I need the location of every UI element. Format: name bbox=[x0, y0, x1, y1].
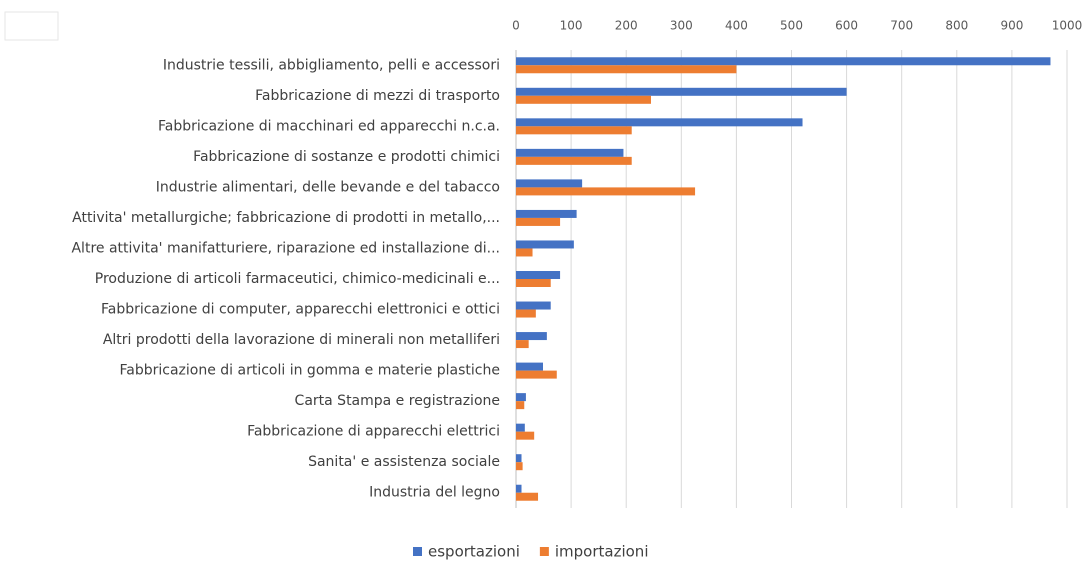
y-tick-label: Industria del legno bbox=[369, 485, 500, 501]
bar bbox=[516, 362, 543, 371]
bar bbox=[516, 393, 526, 402]
bar bbox=[516, 87, 847, 96]
x-tick-label: 300 bbox=[670, 19, 693, 33]
legend-swatch bbox=[413, 547, 422, 556]
bar bbox=[516, 401, 525, 410]
bar bbox=[516, 462, 523, 471]
bar bbox=[516, 492, 539, 501]
bar bbox=[516, 95, 651, 104]
x-tick-label: 100 bbox=[560, 19, 583, 33]
legend-swatch bbox=[539, 547, 549, 556]
bar bbox=[516, 187, 696, 196]
y-tick-label: Fabbricazione di articoli in gomma e mat… bbox=[120, 363, 501, 379]
x-tick-label: 700 bbox=[890, 19, 913, 33]
y-tick-label: Fabbricazione di apparecchi elettrici bbox=[247, 424, 500, 440]
bar bbox=[516, 65, 737, 74]
bar bbox=[516, 240, 574, 249]
y-tick-label: Altre attivita' manifatturiere, riparazi… bbox=[71, 240, 500, 256]
bar bbox=[516, 57, 1051, 66]
bar bbox=[516, 309, 536, 318]
x-tick-label: 600 bbox=[835, 19, 858, 33]
bar bbox=[516, 148, 624, 157]
legend-label: esportazioni bbox=[428, 543, 520, 561]
bar bbox=[516, 484, 522, 493]
y-tick-label: Fabbricazione di macchinari ed apparecch… bbox=[158, 118, 500, 134]
bar bbox=[516, 340, 529, 349]
bar bbox=[516, 423, 525, 432]
bar bbox=[516, 217, 561, 226]
bar bbox=[516, 248, 533, 257]
x-tick-label: 1000 bbox=[1052, 19, 1083, 33]
x-tick-label: 400 bbox=[725, 19, 748, 33]
y-tick-label: Industrie alimentari, delle bevande e de… bbox=[156, 179, 500, 195]
y-tick-label: Industrie tessili, abbigliamento, pelli … bbox=[163, 57, 500, 73]
corner-box bbox=[4, 11, 59, 41]
y-tick-label: Carta Stampa e registrazione bbox=[295, 393, 500, 409]
x-tick-label: 500 bbox=[780, 19, 803, 33]
bar bbox=[516, 431, 535, 440]
bar bbox=[516, 370, 557, 379]
bar bbox=[516, 332, 547, 341]
x-tick-label: 0 bbox=[512, 19, 520, 33]
y-tick-label: Fabbricazione di sostanze e prodotti chi… bbox=[193, 149, 500, 165]
bar bbox=[516, 209, 577, 218]
x-tick-label: 900 bbox=[1000, 19, 1023, 33]
legend-label: importazioni bbox=[555, 543, 649, 561]
x-tick-label: 800 bbox=[945, 19, 968, 33]
bar bbox=[516, 179, 583, 188]
x-tick-label: 200 bbox=[615, 19, 638, 33]
bar bbox=[516, 279, 551, 287]
y-tick-label: Fabbricazione di computer, apparecchi el… bbox=[101, 302, 500, 318]
y-tick-label: Fabbricazione di mezzi di trasporto bbox=[255, 88, 500, 104]
bar bbox=[516, 271, 561, 279]
y-tick-label: Altri prodotti della lavorazione di mine… bbox=[103, 332, 500, 348]
bar bbox=[516, 156, 632, 165]
bar bbox=[516, 126, 632, 135]
bar bbox=[516, 118, 803, 127]
bar bbox=[516, 301, 551, 310]
y-tick-label: Attivita' metallurgiche; fabbricazione d… bbox=[72, 210, 500, 226]
bar bbox=[516, 454, 522, 463]
y-tick-label: Produzione di articoli farmaceutici, chi… bbox=[95, 271, 500, 287]
y-tick-label: Sanita' e assistenza sociale bbox=[308, 454, 500, 470]
